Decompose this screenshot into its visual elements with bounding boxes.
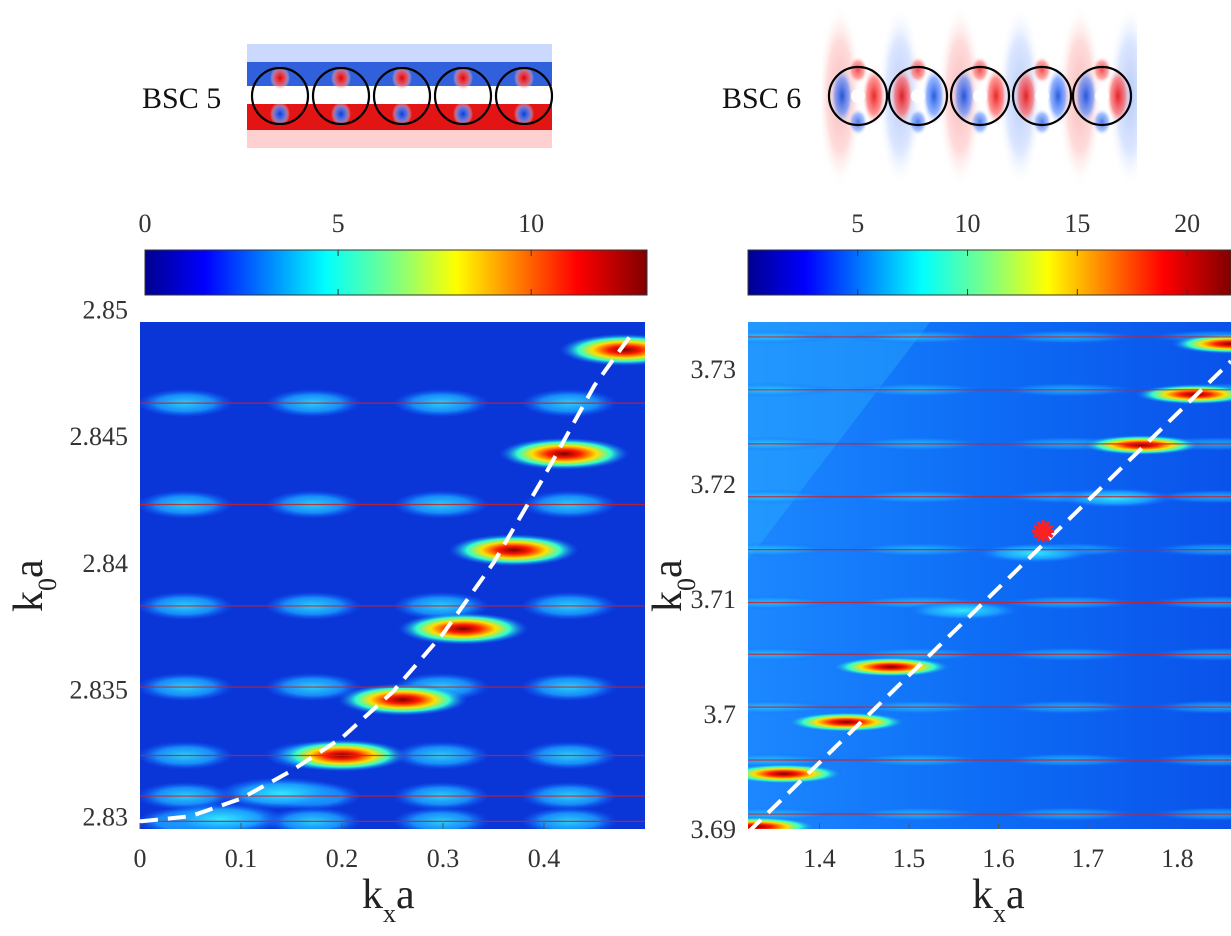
colorbar-tick-label: 20 [1174,209,1200,238]
y-tick-label: 2.845 [70,422,129,451]
hotspot [155,802,286,829]
colorbar-tick-label: 0 [139,209,152,238]
rod-circle [887,65,949,127]
band-lobe [649,389,745,417]
rod-circle [494,66,554,126]
y-axis-label-left: k0a [6,559,62,612]
hotspot [1171,333,1231,354]
hotspot [902,600,1023,621]
bsc6-label: BSC 6 [722,82,801,115]
hotspot [559,333,645,366]
band-lobe [649,673,745,701]
y-axis-label-right: k0a [645,559,701,612]
bsc5-label: BSC 5 [142,82,221,115]
y-tick-label: 3.7 [704,700,737,729]
band-lobe [393,807,489,829]
rod-circle [827,65,889,127]
y-tick-label: 2.835 [70,676,129,705]
x-tick-label: 0.3 [427,844,460,873]
hotspot [786,712,907,733]
hotspot [398,612,529,645]
x-tick-label: 1.8 [1161,844,1194,873]
colorbar-right: 5 10 15 20 [747,209,1231,296]
band-lobe [265,807,361,829]
colorbar-tick-label: 5 [851,209,864,238]
rod-circle [949,65,1011,127]
bsc-marker [1032,520,1055,543]
colorbar-tick-label: 10 [518,209,544,238]
x-tick-label: 1.4 [803,844,836,873]
heatmap-left: 0 0.1 0.2 0.3 0.4 2.83 2.835 2.84 2.845 2.85 kxa… [6,295,745,928]
bsc5-mode-image: BSC 5 [142,40,554,152]
rod-circle [372,66,432,126]
hotspot [748,763,844,784]
y-tick-label: 3.72 [691,470,737,499]
hotspot [448,534,579,567]
x-tick-label: 0.2 [326,844,359,873]
band-lobe [649,741,745,769]
x-tick-label: 0.1 [225,844,258,873]
rod-circle [250,66,310,126]
y-tick-label: 3.73 [691,355,737,384]
x-tick-label: 1.6 [982,844,1015,873]
x-tick-label: 0.4 [528,844,561,873]
heatmap-right: 1.4 1.5 1.6 1.7 1.8 3.693.73.713.723.73 kxa … [645,322,1231,928]
bsc6-mode-image: BSC 6 [722,4,1137,188]
y-tick-label: 2.85 [83,295,129,324]
dispersion-curve-right [748,359,1231,829]
band-lobe [521,807,617,829]
y-tick-label: 3.69 [691,815,737,844]
hotspot [831,656,952,677]
x-tick-label: 0 [134,844,147,873]
hotspot [748,816,817,829]
rod-circle [1011,65,1073,127]
colorbar-left: 0 5 10 [139,209,648,296]
x-tick-label: 1.5 [893,844,926,873]
y-tick-label: 3.71 [691,585,737,614]
hotspot [499,437,630,470]
colorbar-tick-label: 10 [955,209,981,238]
x-axis-label-left: kxa [362,872,415,928]
y-tick-label: 2.83 [83,802,129,831]
x-axis-label-right: kxa [972,872,1025,928]
colorbar-tick-label: 5 [332,209,345,238]
x-tick-label: 1.7 [1072,844,1105,873]
y-tick-label: 2.84 [83,549,129,578]
colorbar-tick-label: 15 [1064,209,1090,238]
hotspot [337,683,468,716]
dispersion-curve-left [140,328,637,824]
hotspot [216,777,347,810]
hotspot [1054,487,1175,508]
hotspot [1081,435,1202,456]
rod-circle [1071,65,1133,127]
rod-circle [311,66,371,126]
band-lobe [649,782,745,810]
rod-circle [433,66,493,126]
